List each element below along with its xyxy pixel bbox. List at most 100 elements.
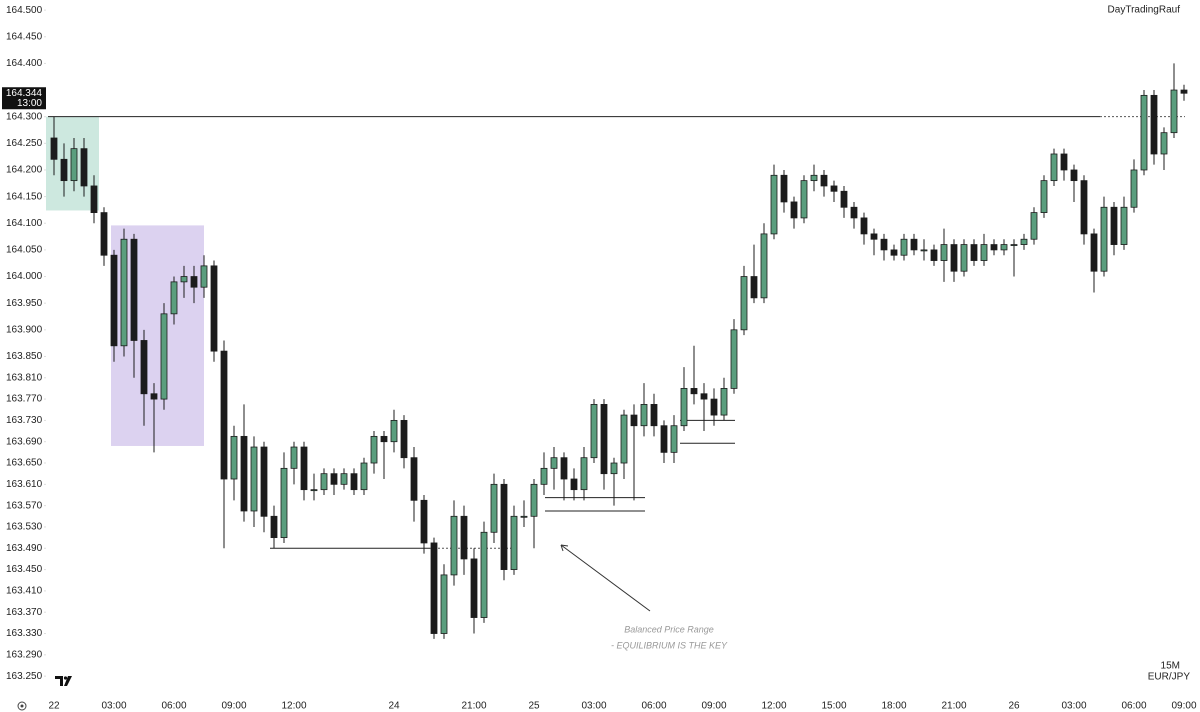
candle-body [540, 467, 548, 485]
y-tick-label: 163.690 [6, 436, 43, 447]
candle-body [1060, 153, 1068, 171]
x-tick-label: 15:00 [821, 701, 846, 712]
candle-body [370, 435, 378, 464]
candle-body [350, 473, 358, 491]
candle-body [630, 414, 638, 427]
candle-body [1160, 132, 1168, 155]
x-tick-label: 12:00 [281, 701, 306, 712]
candle-body [440, 574, 448, 634]
candle-body [80, 148, 88, 187]
candle-body [850, 206, 858, 219]
candle-body [1090, 233, 1098, 272]
candle-body [910, 238, 918, 251]
candle-body [50, 137, 58, 160]
y-tick-label: 163.330 [6, 628, 43, 639]
y-tick-label: 163.770 [6, 394, 43, 405]
candle-body [1010, 244, 1018, 246]
price-tag-countdown: 13:00 [17, 98, 42, 109]
candle-body [1050, 153, 1058, 182]
y-tick-label: 163.950 [6, 298, 43, 309]
candle-body [180, 276, 188, 283]
candle-body [170, 281, 178, 315]
candle-body [360, 462, 368, 491]
arrow-head [560, 544, 569, 552]
x-tick-label: 06:00 [161, 701, 186, 712]
candle-body [610, 462, 618, 475]
candle-body [560, 457, 568, 480]
y-tick-label: 164.000 [6, 271, 43, 282]
settings-icon[interactable] [17, 701, 27, 711]
y-tick-label: 163.450 [6, 564, 43, 575]
candle-body [820, 174, 828, 187]
candle-body [980, 244, 988, 261]
candle-body [580, 457, 588, 491]
candle-body [490, 483, 498, 533]
candle-body [830, 185, 838, 192]
candle-body [120, 238, 128, 347]
candle-body [150, 393, 158, 400]
x-tick-label: 12:00 [761, 701, 786, 712]
candle-body [650, 404, 658, 427]
candle-body [1070, 169, 1078, 182]
y-tick-label: 163.410 [6, 586, 43, 597]
symbol: EUR/JPY [1148, 672, 1191, 683]
annotation-arrow [560, 544, 651, 612]
x-tick-label: 03:00 [101, 701, 126, 712]
candle-body [550, 457, 558, 469]
x-tick-label: 25 [528, 701, 540, 712]
candle-body [330, 473, 338, 485]
y-tick-label: 163.900 [6, 324, 43, 335]
candle-body [410, 457, 418, 501]
price-tag [2, 87, 46, 110]
y-tick-label: 163.850 [6, 351, 43, 362]
x-tick-label: 24 [388, 701, 400, 712]
candle-body [230, 435, 238, 480]
timeframe: 15M [1161, 661, 1180, 672]
y-tick-label: 164.050 [6, 245, 43, 256]
x-tick-label: 09:00 [221, 701, 246, 712]
candle-body [870, 233, 878, 240]
candle-body [380, 435, 388, 443]
y-tick-label: 163.290 [6, 649, 43, 660]
x-tick-label: 03:00 [1061, 701, 1086, 712]
candle-body [220, 350, 228, 480]
y-tick-label: 163.650 [6, 458, 43, 469]
candle-body [110, 254, 118, 347]
annotation: - EQUILIBRIUM IS THE KEY [611, 640, 728, 650]
candle-body [1170, 89, 1178, 134]
candle-body [930, 249, 938, 261]
candle-body [960, 244, 968, 272]
candle-body [60, 158, 68, 182]
candle-body [140, 340, 148, 395]
y-tick-label: 164.300 [6, 111, 43, 122]
y-tick-label: 164.250 [6, 138, 43, 149]
candle-body [730, 329, 738, 389]
candle-body [90, 185, 98, 213]
candle-body [680, 388, 688, 427]
candle-body [800, 180, 808, 219]
x-tick-label: 06:00 [641, 701, 666, 712]
candle-body [160, 313, 168, 400]
price-tag-label: 164.344 [6, 88, 43, 99]
candle-body [700, 393, 708, 400]
candle-body [100, 212, 108, 256]
x-tick-label: 06:00 [1121, 701, 1146, 712]
y-tick-label: 164.200 [6, 165, 43, 176]
candle-body [1120, 206, 1128, 245]
watermark: DayTradingRauf [1108, 5, 1181, 16]
candle-body [570, 478, 578, 491]
candle-body [710, 398, 718, 416]
candle-body [950, 244, 958, 272]
x-tick-label: 22 [48, 701, 60, 712]
y-tick-label: 163.730 [6, 415, 43, 426]
y-tick-label: 163.250 [6, 671, 43, 682]
y-tick-label: 164.450 [6, 31, 43, 42]
x-tick-label: 09:00 [1171, 701, 1196, 712]
candle-body [1180, 89, 1188, 94]
candle-body [900, 238, 908, 256]
x-tick-label: 26 [1008, 701, 1020, 712]
x-tick-label: 09:00 [701, 701, 726, 712]
x-tick-label: 18:00 [881, 701, 906, 712]
candle-body [860, 217, 868, 235]
